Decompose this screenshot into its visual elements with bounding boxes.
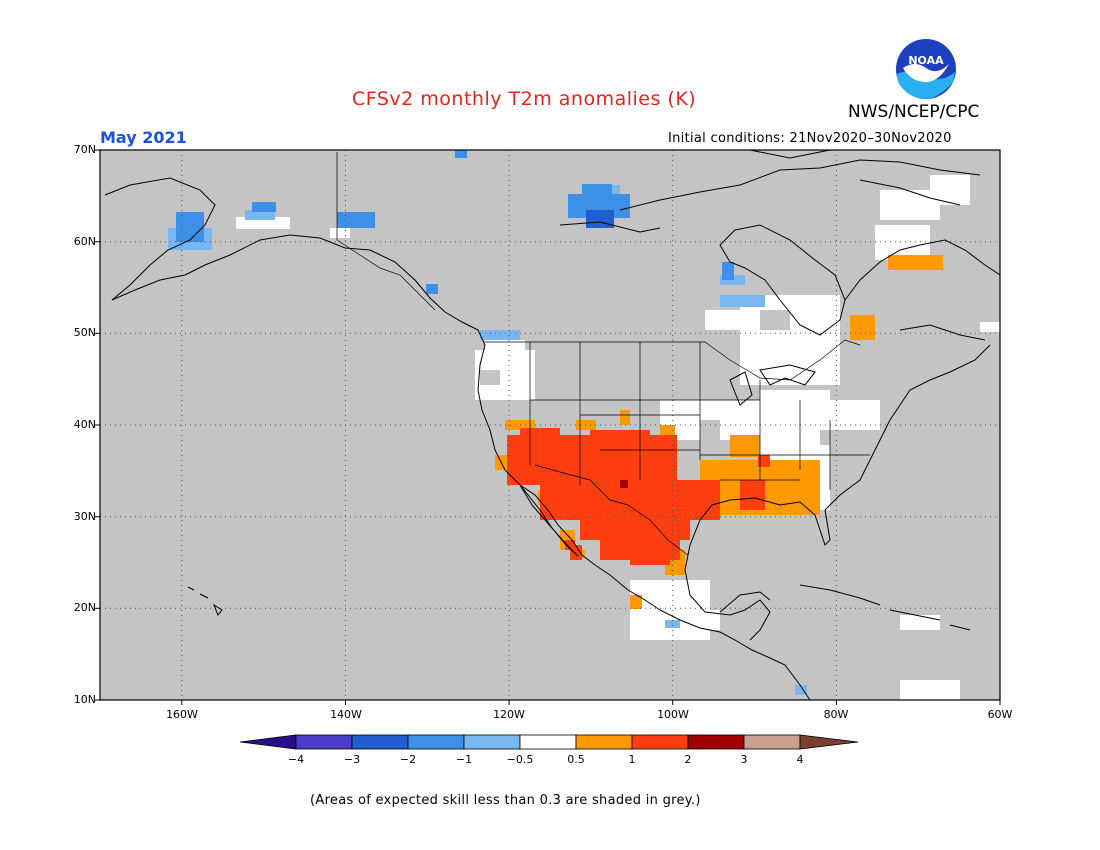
colorbar-bin xyxy=(519,734,577,750)
lat-label: 50N xyxy=(73,326,96,339)
colorbar-bin xyxy=(799,734,859,750)
logo-text: NOAA xyxy=(908,54,944,67)
colorbar-bin xyxy=(575,734,633,750)
lat-label: 20N xyxy=(73,601,96,614)
colorbar-bin xyxy=(687,734,745,750)
axis-ticks xyxy=(95,149,1001,705)
initial-conditions-label: Initial conditions: 21Nov2020–30Nov2020 xyxy=(668,131,952,146)
lon-label: 140W xyxy=(330,708,362,721)
colorbar-bin xyxy=(631,734,689,750)
borders xyxy=(336,152,870,556)
lat-label: 30N xyxy=(73,510,96,523)
lat-label: 60N xyxy=(73,235,96,248)
colorbar-tick-label: −3 xyxy=(343,753,361,766)
lon-label: 160W xyxy=(166,708,198,721)
colorbar-tick-label: −2 xyxy=(399,753,417,766)
colorbar-tick-label: −1 xyxy=(455,753,473,766)
colorbar-tick-label: 0.5 xyxy=(567,753,585,766)
map-title: CFSv2 monthly T2m anomalies (K) xyxy=(352,88,697,110)
colorbar-tick-label: −0.5 xyxy=(506,753,534,766)
agency-label: NWS/NCEP/CPC xyxy=(848,102,980,122)
colorbar-bin xyxy=(463,734,521,750)
colorbar-tick-label: 3 xyxy=(740,753,748,766)
colorbar-tick-label: 4 xyxy=(796,753,804,766)
neutral-regions xyxy=(236,175,1000,700)
lon-label: 60W xyxy=(987,708,1013,721)
lat-label: 70N xyxy=(73,143,96,156)
colorbar-bin xyxy=(743,734,801,750)
cold-regions xyxy=(176,150,734,294)
hot-regions xyxy=(620,480,628,488)
skill-footnote: (Areas of expected skill less than 0.3 a… xyxy=(310,793,701,808)
warm-regions xyxy=(507,428,770,565)
lat-label: 40N xyxy=(73,418,96,431)
colorbar-bin xyxy=(239,734,297,750)
lon-label: 100W xyxy=(657,708,689,721)
colorbar-bin xyxy=(351,734,409,750)
colorbar-tick-label: 1 xyxy=(628,753,636,766)
lat-label: 10N xyxy=(73,693,96,706)
lon-label: 120W xyxy=(493,708,525,721)
colorbar-bin xyxy=(295,734,353,750)
colorbar-tick-label: −4 xyxy=(287,753,305,766)
coastlines xyxy=(104,150,1000,700)
graticule xyxy=(100,150,1000,700)
valid-month-label: May 2021 xyxy=(100,128,187,147)
colorbar xyxy=(239,734,859,750)
colorbar-tick-label: 2 xyxy=(684,753,692,766)
colorbar-bin xyxy=(407,734,465,750)
lon-label: 80W xyxy=(823,708,849,721)
very-cold-regions xyxy=(586,210,614,228)
noaa-logo: NOAA xyxy=(896,39,956,99)
